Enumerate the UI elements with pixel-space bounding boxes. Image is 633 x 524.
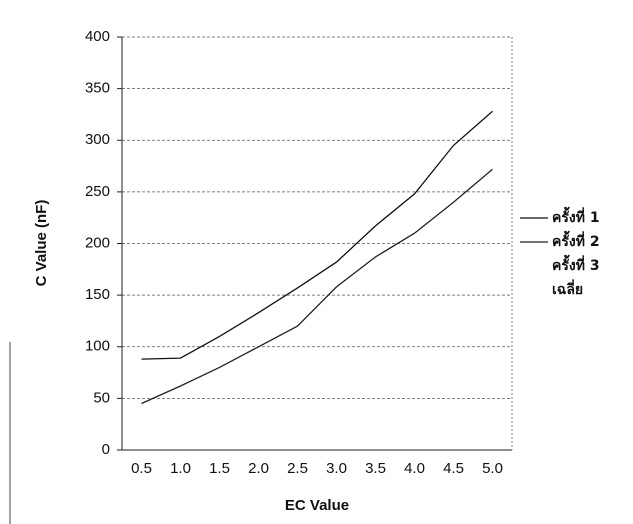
y-tick-label: 400	[85, 28, 110, 45]
y-tick-label: 0	[102, 441, 110, 458]
x-tick-label: 0.5	[131, 460, 152, 477]
legend: ครั้งที่ 1 ครั้งที่ 2 ครั้งที่ 3 เฉลี่ย	[520, 206, 600, 298]
y-tick-label: 250	[85, 183, 110, 200]
series-line	[142, 169, 493, 403]
y-tick-label: 300	[85, 131, 110, 148]
x-tick-label: 3.5	[365, 460, 386, 477]
legend-label: เฉลี่ย	[552, 279, 583, 298]
legend-label: ครั้งที่ 3	[552, 254, 600, 274]
x-tick-label: 1.5	[209, 460, 230, 477]
x-axis-title: EC Value	[285, 497, 349, 514]
x-tick-label: 2.0	[248, 460, 269, 477]
legend-label: ครั้งที่ 2	[552, 230, 600, 250]
x-tick-label: 4.0	[404, 460, 425, 477]
x-tick-label: 3.0	[326, 460, 347, 477]
x-tick-label: 5.0	[482, 460, 503, 477]
y-tick-label: 50	[93, 389, 110, 406]
x-tick-label: 1.0	[170, 460, 191, 477]
x-tick-label: 4.5	[443, 460, 464, 477]
y-tick-label: 150	[85, 286, 110, 303]
series-line	[142, 111, 493, 359]
x-tick-label: 2.5	[287, 460, 308, 477]
chart: EC Value C Value (nF) 0 50 100 150 200 250 300…	[0, 0, 633, 524]
y-tick-label: 200	[85, 234, 110, 251]
y-tick-label: 100	[85, 338, 110, 355]
y-axis-title: C Value (nF)	[33, 200, 50, 287]
legend-label: ครั้งที่ 1	[552, 206, 600, 226]
y-tick-label: 350	[85, 80, 110, 97]
